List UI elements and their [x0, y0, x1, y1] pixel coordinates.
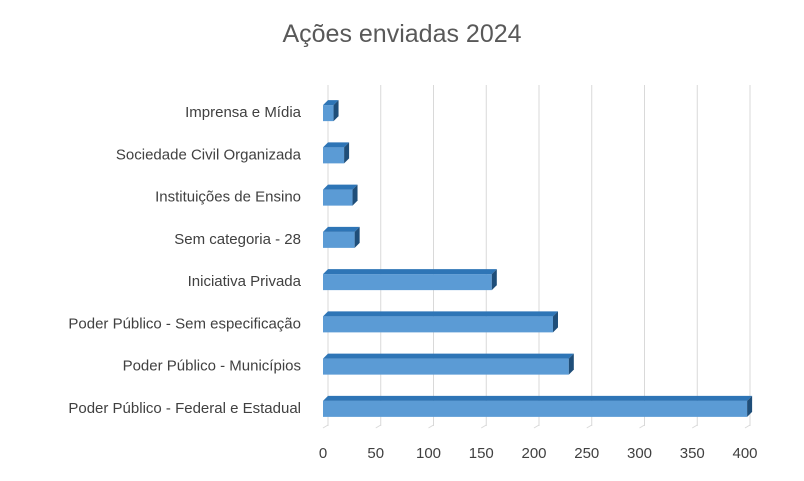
gridline-floor	[533, 424, 540, 429]
x-tick-label: 100	[416, 445, 441, 462]
category-labels: Imprensa e Mídia Sociedade Civil Organiza…	[68, 104, 301, 417]
category-label: Sem categoria - 28	[174, 231, 301, 248]
bar	[323, 395, 753, 417]
category-label: Instituições de Ensino	[155, 189, 301, 206]
gridline-floor	[586, 424, 593, 429]
gridline-floor	[480, 424, 487, 429]
category-label: Iniciativa Privada	[188, 273, 302, 290]
x-tick-label: 400	[732, 445, 757, 462]
bar	[323, 100, 339, 122]
gridline-floor	[691, 424, 698, 429]
x-tick-label: 250	[574, 445, 599, 462]
gridline-floor	[375, 424, 382, 429]
bar	[323, 353, 574, 375]
x-axis-tick-labels: 0 50 100 150 200 250 300 350 400	[319, 445, 758, 462]
bar	[323, 311, 558, 333]
x-tick-label: 150	[469, 445, 494, 462]
x-tick-label: 350	[680, 445, 705, 462]
chart-title: Ações enviadas 2024	[282, 20, 522, 48]
gridline-floor	[322, 424, 329, 429]
gridline-floor	[639, 424, 645, 429]
category-label: Sociedade Civil Organizada	[116, 146, 302, 163]
category-label: Poder Público - Sem especificação	[68, 315, 301, 332]
x-tick-label: 300	[627, 445, 652, 462]
bar	[323, 269, 497, 291]
x-tick-label: 200	[521, 445, 546, 462]
x-tick-label: 50	[367, 445, 384, 462]
x-tick-label: 0	[319, 445, 327, 462]
category-label: Poder Público - Federal e Estadual	[68, 400, 301, 417]
category-label: Poder Público - Municípios	[123, 358, 301, 375]
gridline-floor	[428, 424, 434, 429]
bars	[323, 100, 753, 417]
bar	[323, 142, 350, 164]
gridlines	[322, 85, 751, 429]
bar	[323, 184, 358, 206]
gridline-floor	[744, 424, 751, 429]
bar	[323, 226, 360, 248]
category-label: Imprensa e Mídia	[185, 104, 302, 121]
